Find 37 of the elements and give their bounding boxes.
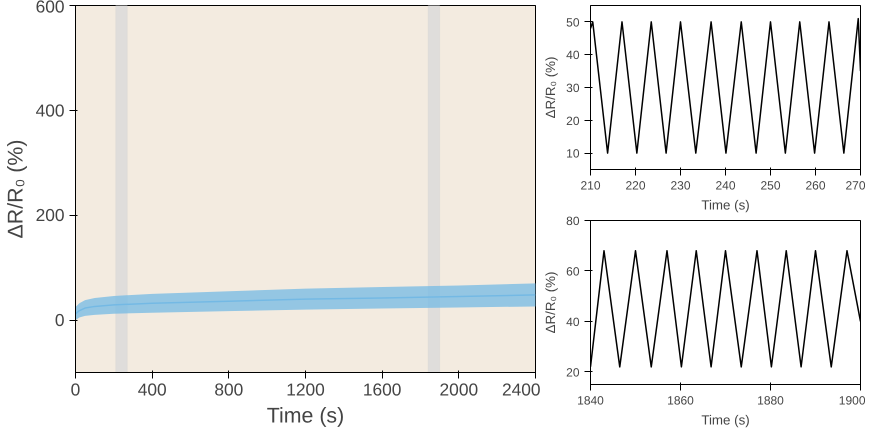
y-tick-label: 200 [36,205,65,226]
y-tick-label: 20 [566,365,580,380]
x-tick-label: 1880 [757,394,784,408]
y-tick-label: 20 [566,114,580,128]
x-tick-label: 400 [138,380,167,400]
x-tick-label: 2400 [502,380,541,400]
x-tick-label: 800 [214,380,244,400]
y-tick-label: 30 [566,81,580,95]
x-tick-label: 1860 [667,394,694,408]
y-tick-label: 10 [566,146,580,161]
y-axis-title: ΔR/R₀ (%) [4,140,28,238]
y-tick-label: 400 [36,100,65,120]
y-tick-label: 40 [566,48,580,62]
y-tick-label: 0 [54,310,65,330]
x-tick-label: 220 [625,178,646,192]
x-tick-label: 240 [715,178,736,192]
x-tick-label: 1600 [362,380,402,400]
y-tick-label: 60 [566,264,580,278]
y-tick-label: 600 [36,0,65,16]
x-tick-label: 230 [670,178,691,192]
x-tick-label: 260 [805,178,826,192]
x-tick-label: 270 [845,178,866,192]
y-tick-label: 50 [566,15,580,30]
y-tick-label: 80 [566,214,580,228]
x-tick-label: 1900 [838,394,866,408]
x-tick-label: 250 [760,178,781,192]
x-tick-label: 1840 [577,394,604,408]
y-axis-title: ΔR/R₀ (%) [543,56,558,118]
x-tick-label: 210 [580,178,601,192]
x-tick-label: 1200 [286,380,325,400]
x-tick-label: 0 [70,380,80,400]
y-tick-label: 40 [566,314,580,329]
x-axis-title: Time (s) [701,412,750,428]
x-axis-title: Time (s) [266,404,344,428]
y-axis-title: ΔR/R₀ (%) [543,272,558,334]
x-axis-title: Time (s) [701,198,750,212]
x-tick-label: 2000 [440,380,478,400]
